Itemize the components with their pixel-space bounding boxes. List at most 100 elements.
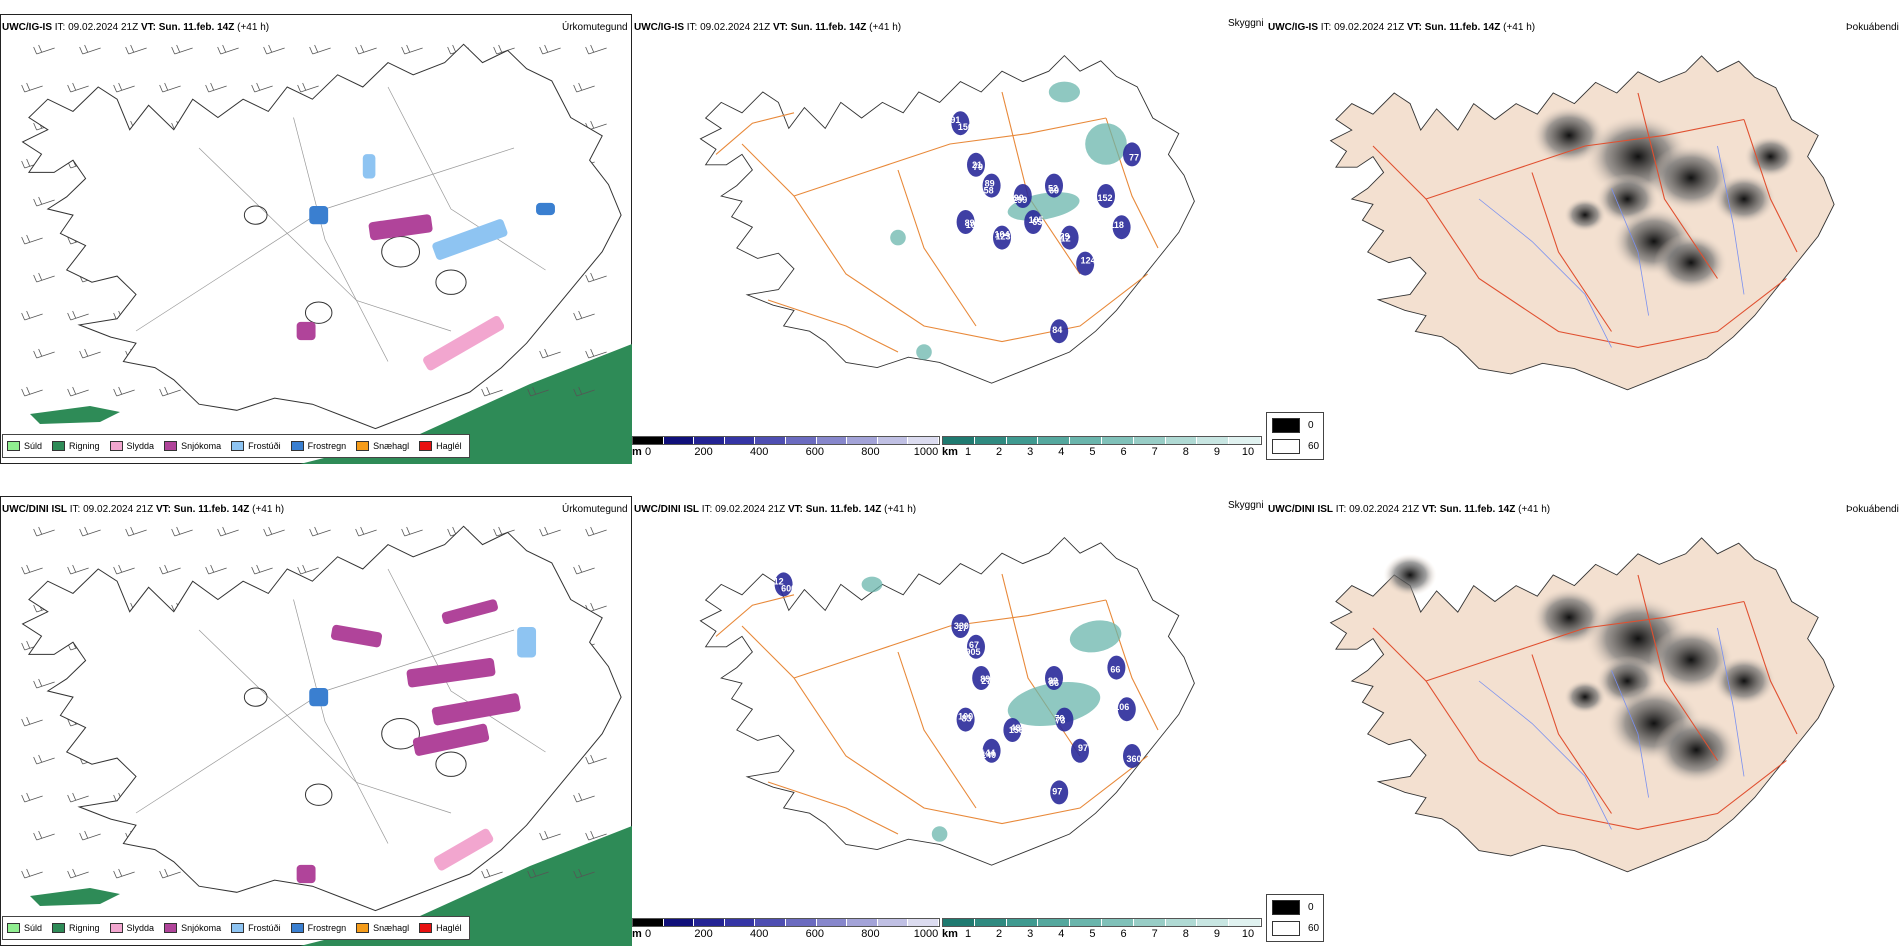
legend-item: Haglél (419, 923, 462, 933)
legend-label: Rigning (69, 923, 100, 933)
cloud-height-label: 152 (1097, 193, 1112, 203)
glacier-outline (304, 301, 333, 324)
legend-swatch (231, 441, 245, 451)
legend-item: Frostregn (290, 923, 346, 933)
cloud-height-label: 79 (973, 162, 983, 172)
precip-area (296, 864, 316, 884)
legend-item: Frostúði (231, 441, 281, 451)
fog-swatch (1272, 418, 1300, 433)
legend-swatch (419, 923, 433, 933)
scale-unit: km (942, 446, 958, 458)
rain-area (300, 826, 632, 946)
cloud-height-label: 140 (981, 750, 996, 760)
cloud-height-label: 67 (969, 640, 979, 650)
cloud-base-area (967, 152, 985, 177)
visibility-area (1085, 123, 1127, 165)
cloud-panel-title: Skyggni (1228, 18, 1264, 29)
glacier-outline (304, 783, 333, 806)
scale-tick-label: 8 (1182, 928, 1189, 940)
cloud-base-area (1055, 707, 1074, 732)
legend-label: Súld (24, 923, 43, 933)
fog-area (1712, 173, 1776, 225)
precip-area (441, 599, 498, 625)
fog-scale-label: 0 (1308, 902, 1314, 913)
fog-swatch (1272, 900, 1300, 915)
scale-tick-label: 8 (1182, 446, 1189, 458)
scale-tick-label: 2 (996, 446, 1003, 458)
cloud-height-label: 89 (985, 179, 995, 189)
scale-unit: m (632, 446, 642, 458)
legend-item: Snjókoma (164, 441, 221, 451)
cloud-height-label: 86 (1049, 678, 1059, 688)
cloud-base-area (1050, 319, 1069, 344)
cloud-height-label: 144 (980, 748, 995, 758)
river-network (1478, 145, 1745, 348)
legend-swatch (231, 923, 245, 933)
precip-area (368, 214, 433, 241)
scale-tick-label: 0 (644, 928, 652, 940)
glacier-outline (435, 269, 467, 295)
legend-swatch (52, 923, 66, 933)
iceland-outline (699, 54, 1195, 384)
cloud-height-label: 73 (1055, 716, 1065, 726)
fog-scale: 0 60 (1266, 412, 1324, 460)
cloud-height-label: 27 (981, 676, 991, 686)
legend-label: Haglél (436, 441, 462, 451)
precip-area (517, 626, 537, 658)
panel-header: UWC/IG-IS IT: 09.02.2024 21Z VT: Sun. 11… (1268, 22, 1536, 33)
scale-unit: m (632, 928, 642, 940)
precip-area (423, 316, 505, 371)
legend-swatch (109, 441, 123, 451)
fog-area (1563, 679, 1607, 714)
cloud-panel-title: Skyggni (1228, 500, 1264, 511)
fog-scale-label: 0 (1308, 420, 1314, 431)
cloud-height-label: 12 (1061, 234, 1071, 244)
rain-area (300, 344, 632, 464)
fog-area (1712, 655, 1776, 707)
legend-item: Frostregn (290, 441, 346, 451)
legend-swatch (419, 441, 433, 451)
glacier-outline (435, 751, 467, 777)
legend-item: Rigning (52, 441, 100, 451)
panel-header: UWC/DINI ISL IT: 09.02.2024 21Z VT: Sun.… (2, 504, 285, 515)
precip-panel-title: Úrkomutegund (562, 22, 628, 33)
scale-tick-label: 0 (644, 446, 652, 458)
scale-tick-label: 3 (1027, 928, 1034, 940)
scale-tick-label: 600 (805, 928, 824, 940)
cloud-height-label: 77 (1129, 152, 1139, 162)
legend-swatch (290, 923, 304, 933)
cloud-base-area (1107, 655, 1126, 680)
scale-tick-label: 1000 (913, 446, 939, 458)
scale-tick-label: 10 (1241, 446, 1255, 458)
scale-tick-label: 2 (996, 928, 1003, 940)
cloud-base-area (982, 173, 1001, 198)
legend-label: Snæhagl (373, 923, 410, 933)
fog-area (1744, 135, 1797, 178)
cloud-height-label: 52 (1048, 184, 1058, 194)
iceland-outline (21, 525, 622, 912)
legend-item: Snjókoma (164, 923, 221, 933)
fog-scale-item: 0 (1272, 418, 1314, 433)
scale-tick-label: 4 (1058, 446, 1065, 458)
fog-scale-label: 60 (1308, 923, 1320, 934)
scale-tick-label: 9 (1213, 928, 1220, 940)
legend-item: Rigning (52, 923, 100, 933)
cloud-height-label: 12 (774, 576, 784, 586)
scale-tick-label: 5 (1089, 928, 1096, 940)
cloud-height-label: 91 (950, 115, 960, 125)
scale-tick-label: 7 (1151, 446, 1158, 458)
fog-area (1563, 197, 1607, 232)
cloud-base-area (972, 666, 991, 690)
cloud-base-area (1024, 210, 1043, 234)
fog-area (1383, 553, 1437, 597)
scale-bar (632, 436, 940, 445)
cloud-base-area (1045, 173, 1063, 198)
precip-area (432, 219, 508, 260)
panel-header: UWC/DINI ISL IT: 09.02.2024 21Z VT: Sun.… (634, 504, 917, 515)
legend-label: Súld (24, 441, 43, 451)
cloud-base-area (1071, 738, 1089, 763)
visibility-area (916, 344, 932, 360)
fog-area (1648, 625, 1734, 694)
scale-tick-label: 4 (1058, 928, 1065, 940)
legend-label: Slydda (126, 923, 155, 933)
